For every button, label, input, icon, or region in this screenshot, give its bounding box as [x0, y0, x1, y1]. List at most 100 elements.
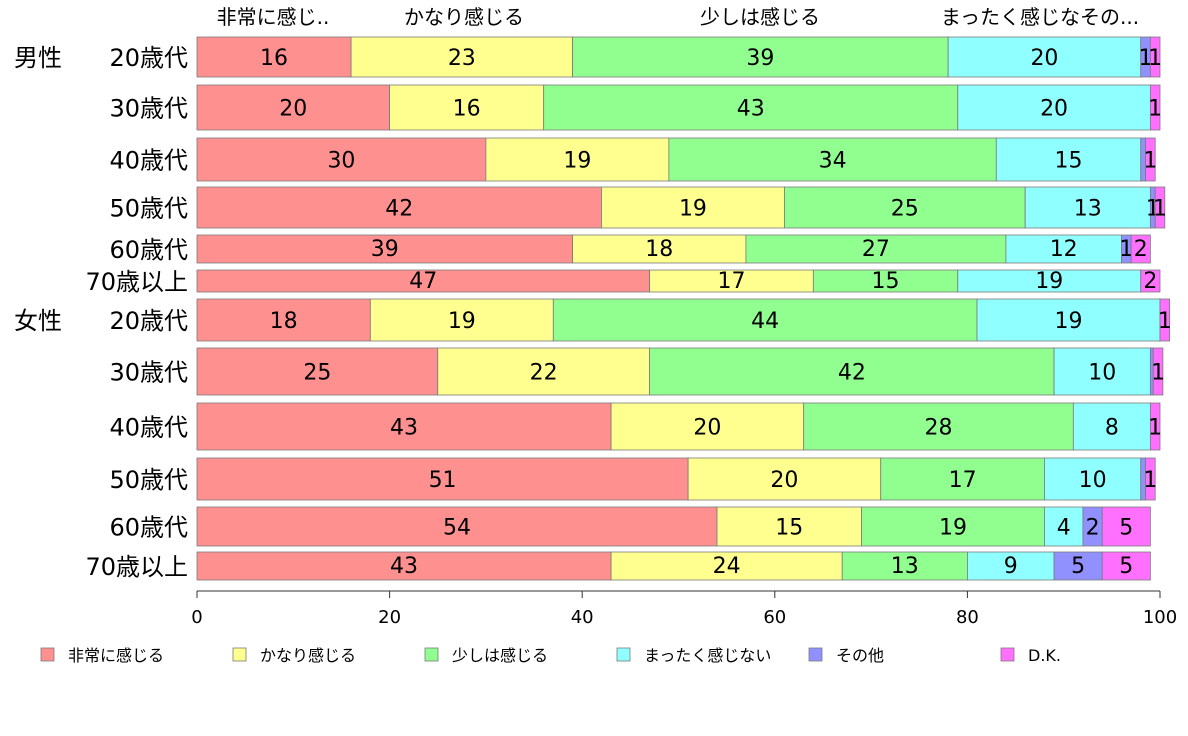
bar-value-label: 19: [939, 515, 967, 540]
bar-segment: [485, 137, 670, 182]
bar-value-label: 20: [279, 96, 307, 121]
bar-segment: [995, 137, 1142, 182]
bar-value-label: 15: [775, 515, 803, 540]
bar-value-label: 2: [1143, 269, 1157, 294]
bar-value-label: 24: [713, 554, 741, 579]
bar-segment: [1044, 457, 1142, 501]
x-axis-tick-label: 60: [763, 607, 786, 628]
group-label: 女性: [14, 307, 62, 335]
legend-swatch: [424, 647, 439, 662]
bar-value-label: 30: [327, 148, 355, 173]
x-axis-tick-label: 20: [378, 607, 401, 628]
bar-segment: [572, 36, 949, 78]
bar-value-label: 2: [1086, 515, 1100, 540]
bar-segment: [1101, 551, 1151, 581]
bar-value-label: 39: [746, 46, 774, 71]
bar-value-label: 1: [1148, 415, 1162, 440]
row-label: 50歳代: [109, 466, 188, 494]
legend-label: 非常に感じる: [68, 646, 164, 665]
bar-value-label: 1: [1143, 148, 1157, 173]
x-axis-tick-label: 40: [571, 607, 594, 628]
bar-value-label: 44: [751, 309, 779, 334]
bar-segment: [196, 347, 439, 396]
group-label: 男性: [14, 44, 62, 72]
bar-segment: [552, 298, 978, 342]
bar-value-label: 13: [1074, 196, 1102, 221]
row-label: 50歳代: [109, 195, 188, 223]
bar-segment: [196, 506, 718, 547]
bar-value-label: 42: [838, 360, 866, 385]
bar-value-label: 19: [679, 196, 707, 221]
bar-value-label: 34: [819, 148, 847, 173]
top-series-label: まったく感じなその...: [941, 5, 1139, 29]
legend-label: 少しは感じる: [452, 646, 548, 665]
top-series-label: 非常に感じ..: [217, 5, 330, 29]
bar-segment: [1005, 234, 1122, 264]
bar-value-label: 19: [1055, 309, 1083, 334]
bar-segment: [196, 36, 352, 78]
bar-value-label: 16: [260, 46, 288, 71]
legend-swatch: [40, 647, 55, 662]
legend-swatch: [1000, 647, 1015, 662]
bar-segment: [1024, 186, 1151, 229]
bar-value-label: 1: [1158, 309, 1172, 334]
bar-segment: [947, 36, 1142, 78]
bar-segment: [369, 298, 554, 342]
bar-segment: [196, 186, 602, 229]
bar-value-label: 1: [1139, 46, 1153, 71]
bar-segment: [389, 84, 545, 131]
bar-segment: [716, 506, 862, 547]
bar-segment: [1149, 402, 1161, 451]
x-axis-tick-label: 100: [1143, 607, 1177, 628]
row-label: 20歳代: [109, 307, 188, 335]
bar-segment: [1044, 506, 1084, 547]
bar-value-label: 1: [1151, 360, 1165, 385]
bar-value-label: 15: [1055, 148, 1083, 173]
bar-segment: [350, 36, 573, 78]
bar-value-label: 1: [1143, 468, 1157, 493]
bar-segment: [601, 186, 785, 229]
row-label: 60歳代: [109, 514, 188, 542]
bar-value-label: 51: [429, 468, 457, 493]
bar-value-label: 17: [949, 468, 977, 493]
bar-value-label: 5: [1119, 554, 1133, 579]
bar-segment: [668, 137, 997, 182]
bar-value-label: 1: [1148, 46, 1162, 71]
bar-segment: [687, 457, 882, 501]
bar-segment: [1159, 298, 1171, 342]
bar-value-label: 20: [770, 468, 798, 493]
bar-segment: [610, 402, 805, 451]
row-label: 20歳代: [109, 44, 188, 72]
bar-segment: [196, 402, 612, 451]
bar-segment: [976, 298, 1161, 342]
bar-value-label: 1: [1153, 196, 1167, 221]
row-label: 30歳代: [109, 95, 188, 123]
bar-value-label: 1: [1119, 237, 1133, 262]
bar-value-label: 54: [443, 515, 471, 540]
bar-value-label: 28: [925, 415, 953, 440]
row-label: 70歳以上: [85, 268, 188, 296]
bar-segment: [745, 234, 1007, 264]
bar-segment: [1149, 84, 1161, 131]
bar-value-label: 10: [1088, 360, 1116, 385]
legend-label: まったく感じない: [644, 646, 771, 665]
legend-swatch: [232, 647, 247, 662]
bar-value-label: 19: [448, 309, 476, 334]
bar-value-label: 25: [891, 196, 919, 221]
bar-value-label: 5: [1119, 515, 1133, 540]
bar-segment: [437, 347, 651, 396]
bar-segment: [1145, 457, 1156, 501]
bar-value-label: 18: [645, 237, 673, 262]
row-label: 60歳代: [109, 236, 188, 264]
row-label: 30歳代: [109, 359, 188, 387]
bar-value-label: 22: [530, 360, 558, 385]
bar-segment: [1154, 186, 1166, 229]
bar-segment: [610, 551, 843, 581]
bar-segment: [1149, 36, 1161, 78]
bar-value-label: 8: [1105, 415, 1119, 440]
bar-segment: [1072, 402, 1151, 451]
bar-value-label: 43: [390, 554, 418, 579]
bar-value-label: 43: [737, 96, 765, 121]
